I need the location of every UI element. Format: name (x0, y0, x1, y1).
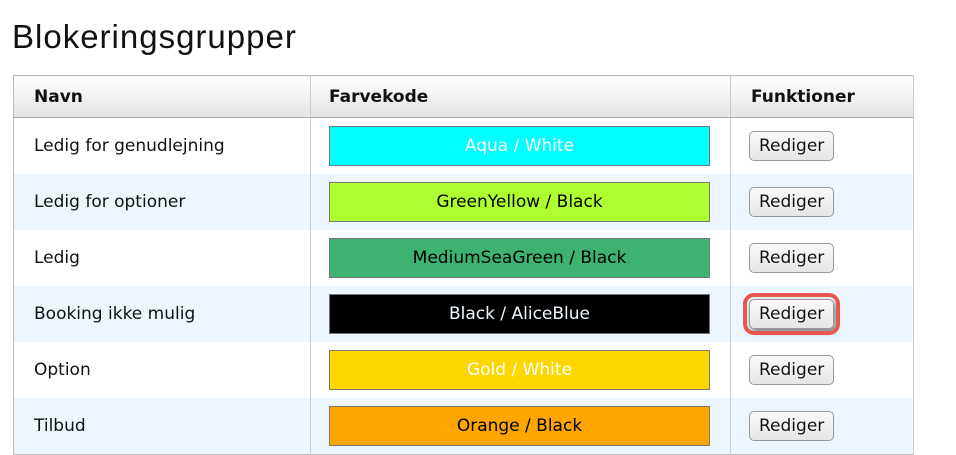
group-name: Ledig for genudlejning (13, 117, 311, 174)
color-swatch: Orange / Black (329, 406, 710, 446)
blocking-groups-table: Navn Farvekode Funktioner Ledig for genu… (13, 75, 914, 455)
header-name: Navn (13, 75, 311, 118)
table-row: Booking ikke mulig Black / AliceBlue Red… (13, 286, 914, 342)
table-row: Ledig for genudlejning Aqua / White Redi… (13, 117, 914, 174)
group-name: Option (13, 342, 311, 398)
group-name: Ledig (13, 230, 311, 286)
table-row: Option Gold / White Rediger (13, 342, 914, 398)
edit-button[interactable]: Rediger (749, 187, 835, 217)
table-header: Navn Farvekode Funktioner (13, 75, 914, 118)
color-swatch: MediumSeaGreen / Black (329, 238, 710, 278)
edit-button[interactable]: Rediger (742, 293, 841, 335)
color-swatch: Gold / White (329, 350, 710, 390)
group-name: Booking ikke mulig (13, 286, 311, 342)
group-name: Tilbud (13, 398, 311, 455)
header-color-code: Farvekode (310, 75, 731, 118)
color-swatch: GreenYellow / Black (329, 182, 710, 222)
group-name: Ledig for optioner (13, 174, 311, 230)
edit-button[interactable]: Rediger (749, 131, 835, 161)
color-swatch: Black / AliceBlue (329, 294, 710, 334)
edit-button[interactable]: Rediger (749, 411, 835, 441)
table-row: Ledig for optioner GreenYellow / Black R… (13, 174, 914, 230)
edit-button[interactable]: Rediger (749, 355, 835, 385)
table-row: Ledig MediumSeaGreen / Black Rediger (13, 230, 914, 286)
page-title: Blokeringsgrupper (12, 18, 297, 55)
color-swatch: Aqua / White (329, 126, 710, 166)
table-row: Tilbud Orange / Black Rediger (13, 398, 914, 455)
edit-button[interactable]: Rediger (749, 243, 835, 273)
header-functions: Funktioner (730, 75, 914, 118)
